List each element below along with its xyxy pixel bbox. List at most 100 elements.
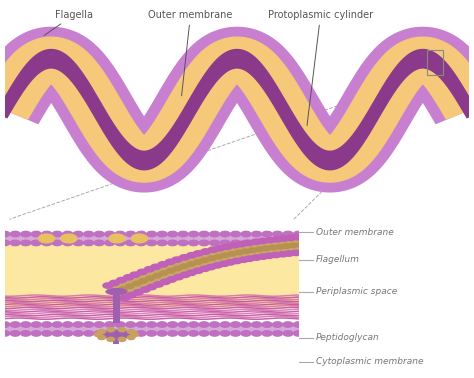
Ellipse shape [131, 234, 147, 243]
Ellipse shape [102, 330, 130, 339]
Text: Outer membrane: Outer membrane [148, 9, 233, 96]
Circle shape [126, 331, 136, 336]
Circle shape [193, 251, 203, 256]
Circle shape [220, 240, 230, 246]
Circle shape [293, 234, 303, 240]
Circle shape [258, 254, 268, 259]
Circle shape [219, 261, 229, 266]
Circle shape [252, 240, 262, 246]
Circle shape [166, 277, 176, 282]
Ellipse shape [109, 234, 125, 243]
Circle shape [158, 262, 168, 267]
Circle shape [73, 231, 83, 237]
Circle shape [210, 322, 219, 327]
Circle shape [238, 257, 248, 262]
Circle shape [73, 240, 83, 246]
Circle shape [252, 331, 262, 336]
Circle shape [165, 259, 175, 265]
Circle shape [180, 264, 188, 268]
Circle shape [52, 231, 62, 237]
Polygon shape [0, 37, 474, 182]
Circle shape [109, 280, 119, 286]
Circle shape [245, 256, 255, 261]
Circle shape [187, 262, 195, 266]
Circle shape [107, 337, 115, 341]
Circle shape [115, 240, 125, 246]
Circle shape [63, 231, 73, 237]
Polygon shape [108, 237, 310, 298]
Circle shape [230, 331, 240, 336]
Circle shape [126, 293, 136, 298]
Circle shape [251, 239, 261, 245]
Circle shape [296, 242, 305, 247]
Circle shape [157, 240, 167, 246]
Circle shape [273, 231, 283, 237]
Text: Flagellum: Flagellum [316, 256, 360, 265]
Circle shape [140, 287, 150, 292]
Circle shape [180, 272, 190, 277]
Circle shape [262, 322, 272, 327]
Circle shape [124, 274, 134, 280]
Bar [427, 50, 443, 76]
Circle shape [126, 322, 136, 327]
Circle shape [178, 322, 188, 327]
Circle shape [241, 240, 251, 246]
Circle shape [115, 231, 125, 237]
Circle shape [84, 231, 94, 237]
Circle shape [0, 322, 10, 327]
Circle shape [186, 270, 196, 276]
Circle shape [118, 337, 126, 341]
Circle shape [52, 240, 62, 246]
Circle shape [298, 249, 308, 255]
Circle shape [208, 247, 218, 253]
Circle shape [305, 249, 315, 254]
Circle shape [262, 231, 272, 237]
Circle shape [273, 331, 283, 336]
Circle shape [21, 331, 31, 336]
FancyBboxPatch shape [113, 292, 119, 324]
Circle shape [146, 231, 156, 237]
Circle shape [230, 231, 240, 237]
Circle shape [63, 331, 73, 336]
Circle shape [120, 295, 130, 301]
Circle shape [112, 290, 121, 294]
Circle shape [173, 274, 183, 280]
Circle shape [193, 268, 203, 273]
Circle shape [73, 322, 83, 327]
Circle shape [214, 254, 223, 259]
Circle shape [230, 322, 240, 327]
Circle shape [84, 322, 94, 327]
Circle shape [168, 322, 178, 327]
Circle shape [42, 322, 52, 327]
Ellipse shape [38, 234, 55, 243]
Circle shape [271, 252, 281, 258]
Circle shape [10, 322, 20, 327]
Circle shape [94, 333, 102, 336]
FancyBboxPatch shape [5, 325, 299, 329]
Circle shape [42, 240, 52, 246]
Circle shape [265, 237, 275, 243]
Circle shape [146, 240, 156, 246]
Circle shape [241, 322, 251, 327]
Circle shape [136, 240, 146, 246]
Circle shape [262, 246, 270, 251]
FancyBboxPatch shape [113, 336, 119, 344]
Circle shape [286, 235, 296, 240]
Circle shape [31, 331, 41, 336]
Circle shape [215, 245, 225, 251]
Circle shape [228, 251, 237, 256]
Circle shape [98, 330, 106, 334]
Circle shape [146, 322, 156, 327]
Circle shape [206, 264, 216, 270]
Circle shape [235, 250, 243, 255]
Circle shape [126, 240, 136, 246]
Circle shape [283, 322, 293, 327]
Circle shape [115, 322, 125, 327]
Circle shape [179, 255, 189, 260]
Circle shape [73, 331, 83, 336]
FancyBboxPatch shape [5, 329, 299, 333]
Polygon shape [0, 28, 474, 192]
Polygon shape [2, 64, 472, 170]
Circle shape [98, 335, 106, 339]
Circle shape [128, 330, 135, 334]
